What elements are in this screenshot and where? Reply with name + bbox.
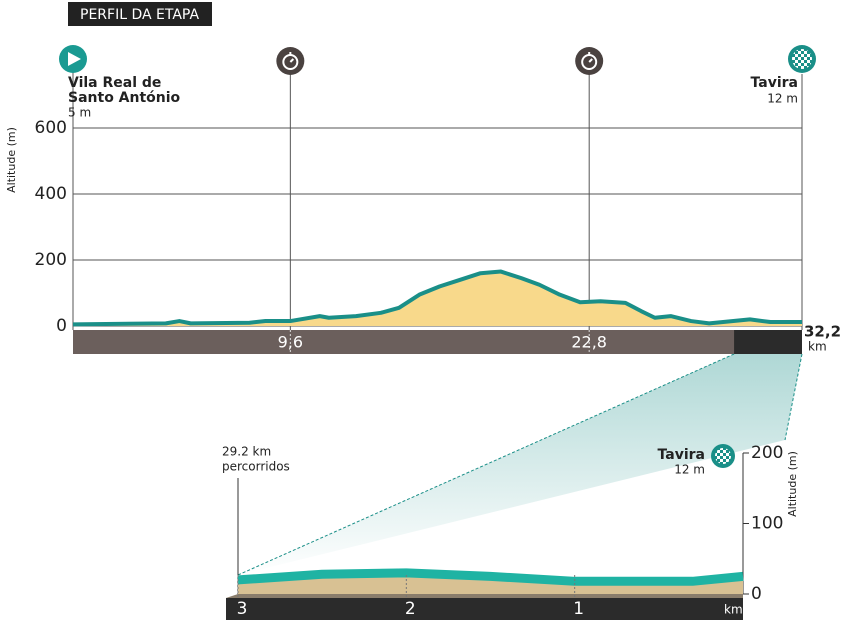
page-title: PERFIL DA ETAPA (80, 7, 199, 23)
elevation-area (73, 271, 802, 326)
y-tick-label: 200 (35, 250, 67, 270)
start-altitude: 5 m (68, 106, 91, 120)
start-name: Santo António (68, 90, 181, 106)
y-tick-label: 400 (35, 184, 67, 204)
start-name: Vila Real de (68, 75, 161, 91)
x-tick-label: 3 (237, 599, 248, 619)
x-tick-label: 1 (573, 599, 584, 619)
y-tick-label: 600 (35, 118, 67, 138)
finish-altitude: 12 m (674, 463, 705, 477)
start-icon-arrow (68, 52, 81, 66)
final-km-bar (734, 330, 802, 354)
elevation-area (238, 572, 743, 594)
finish-icon-flag (715, 448, 731, 464)
finish-name: Tavira (751, 75, 798, 91)
sprint-icon-hand (588, 58, 593, 63)
title-box (68, 2, 212, 26)
distance-bar (73, 330, 802, 354)
y-tick-label: 100 (751, 514, 783, 534)
x-tick-label: 22,8 (571, 333, 607, 352)
annotation: percorridos (222, 460, 290, 474)
elevation-line (72, 269, 802, 327)
x-unit: km (808, 340, 827, 354)
y-tick-label: 200 (751, 443, 783, 463)
distance-bar-edge (226, 594, 743, 598)
annotation: 29.2 km (222, 445, 271, 459)
y-axis-label: Altitude (m) (786, 451, 799, 517)
x-tick-label: 32,2 (804, 323, 841, 341)
x-tick-label: 2 (405, 599, 416, 619)
zoom-line (237, 353, 735, 576)
y-tick-label: 0 (751, 584, 762, 604)
y-tick-label: 0 (56, 316, 67, 336)
finish-icon-flag (792, 49, 812, 69)
sprint-icon-hand (289, 58, 295, 63)
x-tick-label: 9,6 (278, 333, 303, 352)
y-axis-label: Altitude (m) (5, 127, 18, 193)
zoom-glow (238, 354, 802, 575)
distance-bar (226, 598, 743, 620)
elevation-line (237, 568, 744, 586)
finish-name: Tavira (658, 447, 705, 463)
finish-altitude: 12 m (767, 92, 798, 106)
x-unit: km (724, 603, 743, 617)
